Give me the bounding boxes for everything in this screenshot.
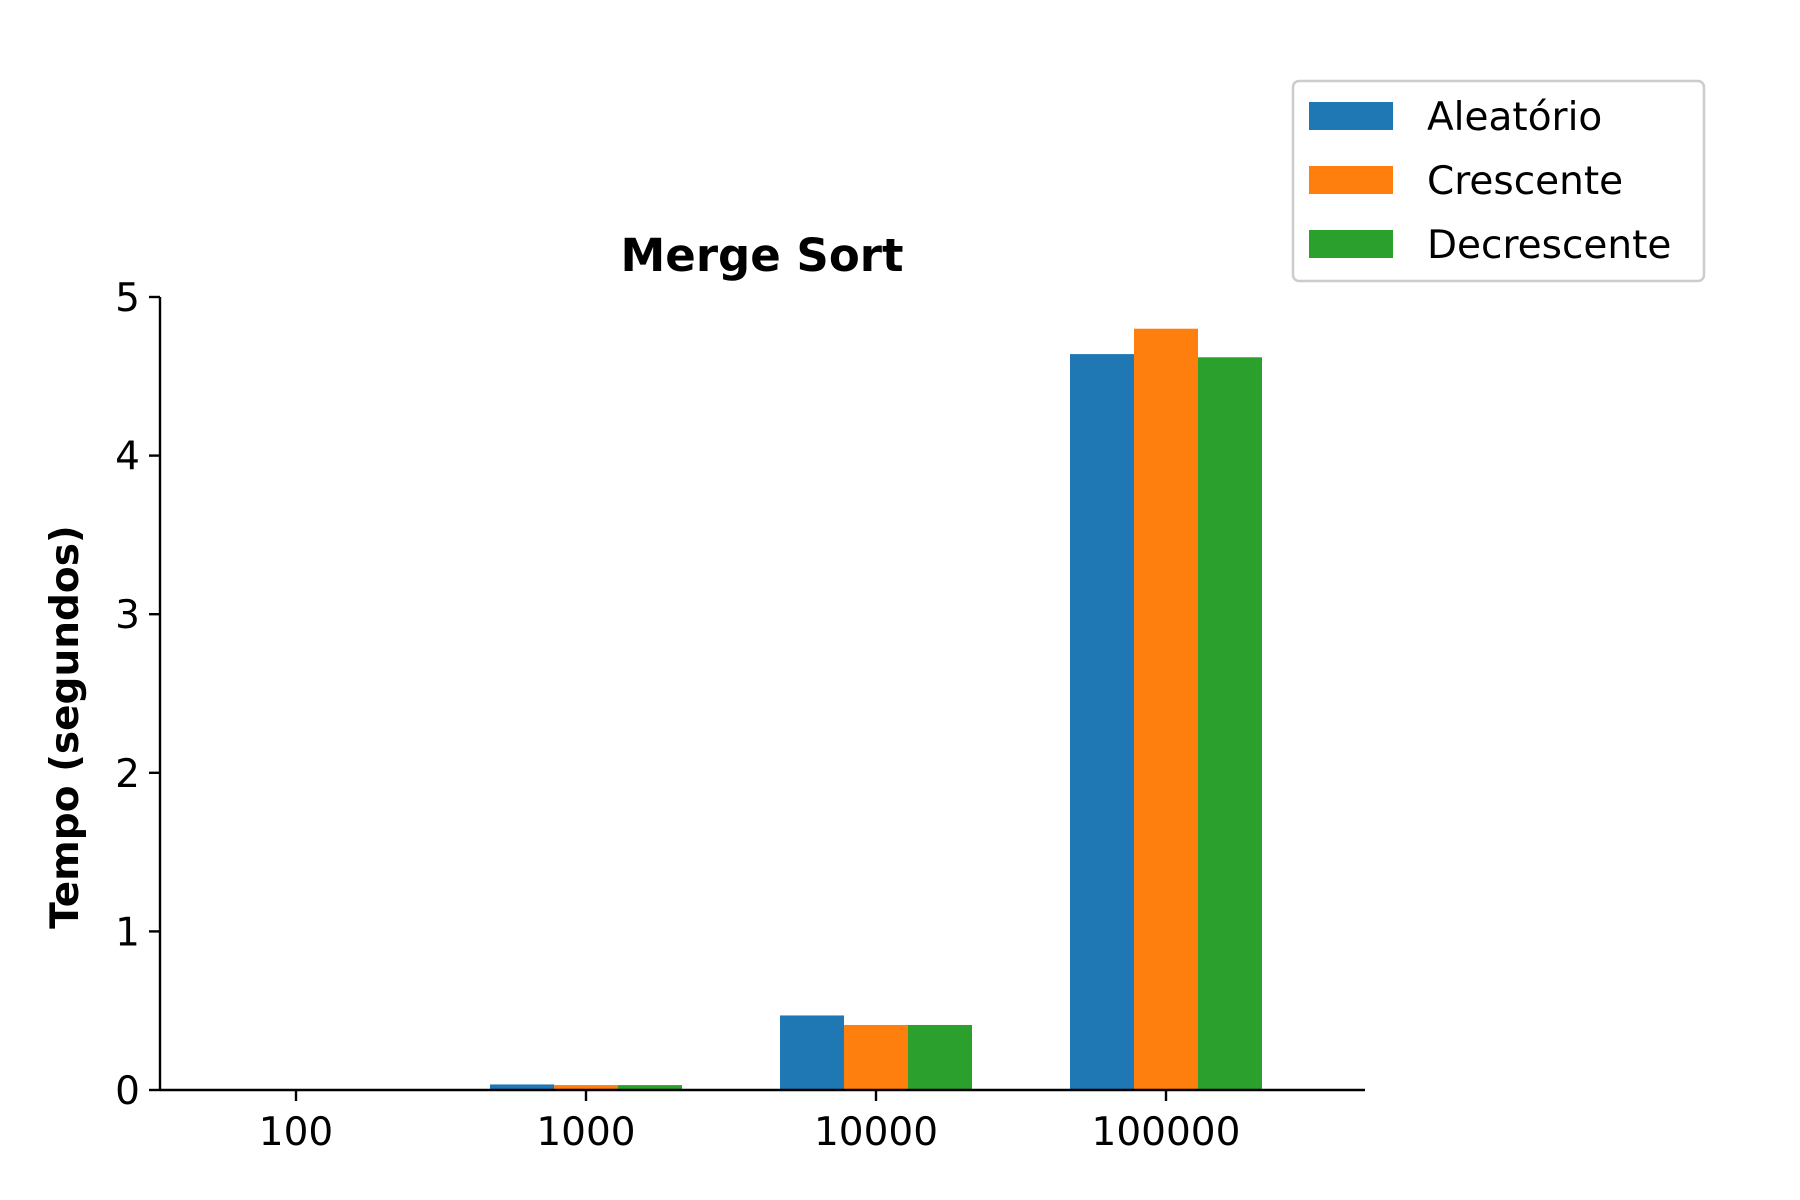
y-tick-label: 3 bbox=[115, 593, 140, 638]
legend-label: Decrescente bbox=[1427, 223, 1671, 268]
legend: Aleatório Crescente Decrescente bbox=[1291, 79, 1706, 283]
y-tick-label: 1 bbox=[115, 910, 140, 955]
legend-frame bbox=[1291, 79, 1706, 283]
y-tick-label: 5 bbox=[115, 276, 140, 321]
x-tick-label: 100 bbox=[259, 1110, 333, 1155]
legend-label: Aleatório bbox=[1427, 95, 1602, 140]
x-tick-label: 10000 bbox=[814, 1110, 938, 1155]
chart-title: Merge Sort bbox=[621, 229, 904, 282]
y-ticks-group: 0 1 2 3 4 5 bbox=[115, 276, 160, 1114]
x-tick-label: 1000 bbox=[536, 1110, 635, 1155]
bar-crescente-1000 bbox=[554, 1085, 618, 1090]
legend-swatch bbox=[1309, 230, 1393, 258]
x-ticks-group: 100 1000 10000 100000 bbox=[259, 1090, 1241, 1155]
bar-decrescente-1000 bbox=[618, 1085, 682, 1090]
y-tick-label: 2 bbox=[115, 752, 140, 797]
bar-aleatório-10000 bbox=[780, 1015, 844, 1090]
bar-crescente-100000 bbox=[1134, 328, 1198, 1091]
x-tick-label: 100000 bbox=[1092, 1110, 1241, 1155]
y-tick-label: 4 bbox=[115, 435, 140, 480]
bar-aleatório-1000 bbox=[490, 1084, 554, 1090]
bar-crescente-10000 bbox=[844, 1024, 908, 1090]
bar-aleatório-100000 bbox=[1070, 354, 1134, 1090]
y-tick-label: 0 bbox=[115, 1069, 140, 1114]
bar-decrescente-100000 bbox=[1198, 357, 1262, 1090]
bar-decrescente-10000 bbox=[908, 1024, 972, 1090]
y-axis-label: Tempo (segundos) bbox=[43, 525, 88, 928]
bars-group bbox=[200, 328, 1262, 1091]
legend-swatch bbox=[1309, 102, 1393, 130]
legend-label: Crescente bbox=[1427, 159, 1623, 204]
legend-swatch bbox=[1309, 166, 1393, 194]
